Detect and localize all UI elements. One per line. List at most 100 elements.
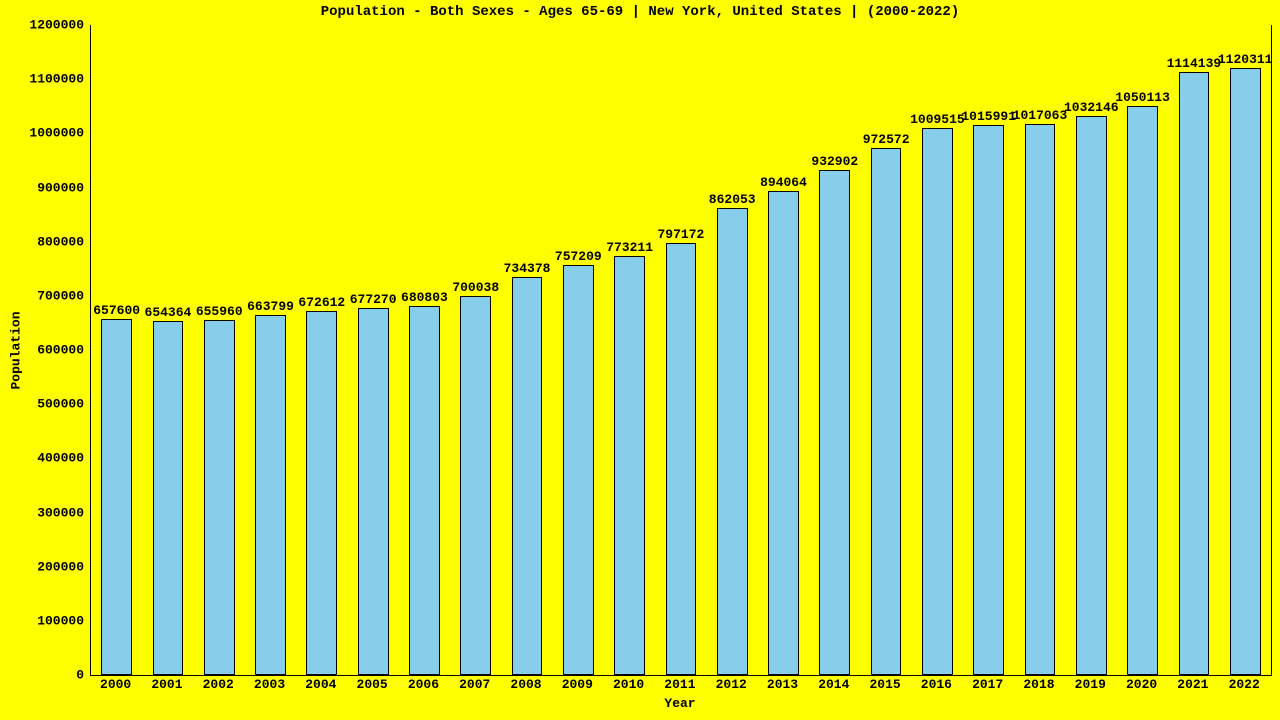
bar-value-label: 677270 [350, 292, 397, 307]
bar-value-label: 932902 [811, 154, 858, 169]
bar-value-label: 757209 [555, 249, 602, 264]
x-tick-label: 2019 [1065, 677, 1116, 692]
bar-value-label: 663799 [247, 299, 294, 314]
x-tick-label: 2003 [244, 677, 295, 692]
x-tick-label: 2014 [808, 677, 859, 692]
bar-slot: 1017063 [1014, 25, 1065, 675]
x-tick-label: 2010 [603, 677, 654, 692]
bar-slot: 680803 [399, 25, 450, 675]
y-tick-label: 1100000 [29, 72, 84, 87]
bar: 655960 [204, 320, 235, 675]
bar-slot: 773211 [604, 25, 655, 675]
bar: 680803 [409, 306, 440, 675]
x-tick-label: 2006 [398, 677, 449, 692]
y-tick-label: 600000 [37, 343, 84, 358]
bar-value-label: 1017063 [1013, 108, 1068, 123]
bar-value-label: 1015991 [961, 109, 1016, 124]
bar-slot: 1120311 [1220, 25, 1271, 675]
bar-value-label: 862053 [709, 192, 756, 207]
bar-value-label: 657600 [93, 303, 140, 318]
bar-slot: 1050113 [1117, 25, 1168, 675]
bar-value-label: 1114139 [1167, 56, 1222, 71]
y-tick-label: 700000 [37, 288, 84, 303]
y-tick-label: 400000 [37, 451, 84, 466]
x-tick-label: 2008 [500, 677, 551, 692]
x-tick-label: 2022 [1219, 677, 1270, 692]
bar-slot: 1009515 [912, 25, 963, 675]
bar-slot: 655960 [194, 25, 245, 675]
x-tick-label: 2013 [757, 677, 808, 692]
bar-slot: 932902 [809, 25, 860, 675]
bars-container: 657600 654364 655960 663799 672612 677270 6808… [91, 25, 1271, 675]
bar: 1009515 [922, 128, 953, 675]
bar-slot: 663799 [245, 25, 296, 675]
bar: 1050113 [1127, 106, 1158, 675]
bar-slot: 672612 [296, 25, 347, 675]
x-tick-label: 2001 [141, 677, 192, 692]
bar-slot: 734378 [501, 25, 552, 675]
bar: 894064 [768, 191, 799, 675]
x-tick-label: 2021 [1167, 677, 1218, 692]
x-tick-label: 2020 [1116, 677, 1167, 692]
x-tick-label: 2000 [90, 677, 141, 692]
bar-slot: 1015991 [963, 25, 1014, 675]
bar-value-label: 797172 [658, 227, 705, 242]
x-tick-label: 2012 [706, 677, 757, 692]
y-tick-label: 500000 [37, 397, 84, 412]
bar-value-label: 773211 [606, 240, 653, 255]
y-tick-label: 1200000 [29, 18, 84, 33]
bar-slot: 797172 [655, 25, 706, 675]
x-tick-label: 2011 [654, 677, 705, 692]
bar-slot: 972572 [860, 25, 911, 675]
bar: 1114139 [1179, 72, 1210, 675]
bar: 677270 [358, 308, 389, 675]
bar-slot: 654364 [142, 25, 193, 675]
bar: 654364 [153, 321, 184, 675]
y-tick-label: 0 [76, 668, 84, 683]
bar: 862053 [717, 208, 748, 675]
bar: 932902 [819, 170, 850, 675]
x-tick-label: 2005 [346, 677, 397, 692]
bar-value-label: 680803 [401, 290, 448, 305]
y-tick-label: 800000 [37, 234, 84, 249]
bar: 672612 [306, 311, 337, 675]
bar-value-label: 655960 [196, 304, 243, 319]
bar-slot: 862053 [707, 25, 758, 675]
bar: 663799 [255, 315, 286, 675]
x-axis-tick-labels: 2000200120022003200420052006200720082009… [90, 677, 1270, 692]
x-tick-label: 2016 [911, 677, 962, 692]
bar-slot: 894064 [758, 25, 809, 675]
bar-value-label: 1009515 [910, 112, 965, 127]
x-axis-title: Year [90, 696, 1270, 711]
bar-value-label: 1050113 [1115, 90, 1170, 105]
bar: 797172 [666, 243, 697, 675]
bar-slot: 657600 [91, 25, 142, 675]
bar: 1032146 [1076, 116, 1107, 675]
x-tick-label: 2004 [295, 677, 346, 692]
bar-slot: 677270 [347, 25, 398, 675]
x-tick-label: 2009 [552, 677, 603, 692]
bar-value-label: 734378 [504, 261, 551, 276]
bar: 1017063 [1025, 124, 1056, 675]
bar: 757209 [563, 265, 594, 675]
chart-title: Population - Both Sexes - Ages 65-69 | N… [0, 4, 1280, 20]
plot-area: 657600 654364 655960 663799 672612 677270 6808… [90, 25, 1272, 676]
bar: 700038 [460, 296, 491, 675]
x-tick-label: 2015 [859, 677, 910, 692]
y-tick-label: 200000 [37, 559, 84, 574]
bar-value-label: 1032146 [1064, 100, 1119, 115]
y-tick-label: 300000 [37, 505, 84, 520]
bar: 657600 [101, 319, 132, 675]
bar: 972572 [871, 148, 902, 675]
bar-slot: 757209 [553, 25, 604, 675]
bar-slot: 1032146 [1066, 25, 1117, 675]
bar-value-label: 672612 [298, 295, 345, 310]
y-tick-label: 100000 [37, 613, 84, 628]
population-bar-chart: Population - Both Sexes - Ages 65-69 | N… [0, 0, 1280, 720]
x-tick-label: 2017 [962, 677, 1013, 692]
bar: 1120311 [1230, 68, 1261, 675]
y-tick-label: 900000 [37, 180, 84, 195]
y-tick-label: 1000000 [29, 126, 84, 141]
bar-value-label: 654364 [145, 305, 192, 320]
x-tick-label: 2002 [193, 677, 244, 692]
